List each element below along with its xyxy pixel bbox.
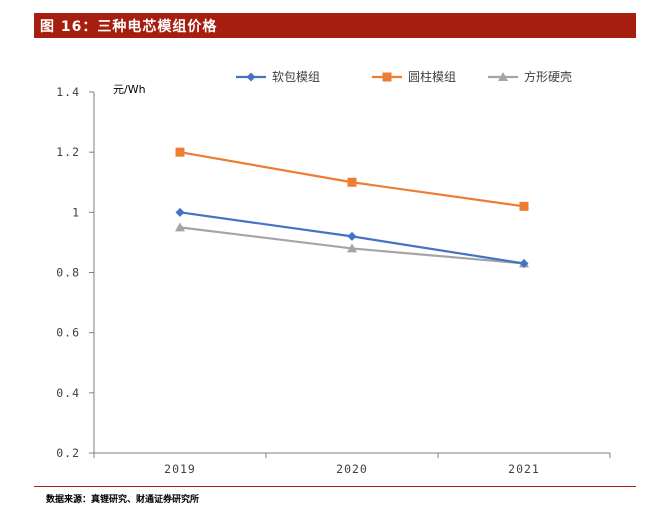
data-point: [175, 222, 185, 232]
y-tick-label: 0.6: [56, 326, 80, 340]
data-point: [519, 258, 529, 268]
figure-title: 图 16：三种电芯模组价格: [40, 19, 218, 35]
legend-label: 软包模组: [272, 70, 320, 84]
y-tick-label: 1.4: [56, 85, 80, 99]
legend-label: 圆柱模组: [408, 69, 456, 84]
figure-title-bar: 图 16：三种电芯模组价格: [34, 13, 636, 38]
data-point: [347, 177, 357, 187]
y-tick-label: 0.4: [56, 386, 80, 400]
source-note: 数据来源：真锂研究、财通证券研究所: [46, 495, 200, 505]
x-tick-label: 2020: [336, 462, 368, 476]
data-point: [347, 231, 357, 241]
legend-marker: [382, 72, 392, 82]
legend-marker: [246, 72, 256, 82]
y-axis-unit-label: 元/Wh: [113, 83, 146, 96]
data-point: [175, 207, 185, 217]
data-point: [175, 147, 185, 157]
x-tick-label: 2021: [508, 462, 540, 476]
y-tick-label: 1: [72, 205, 80, 219]
y-tick-label: 1.2: [56, 145, 80, 159]
legend-marker: [498, 72, 508, 81]
source-divider: [34, 486, 636, 487]
y-tick-label: 0.8: [56, 266, 80, 280]
x-tick-label: 2019: [164, 462, 196, 476]
legend-label: 方形硬壳: [524, 69, 572, 84]
data-point: [519, 201, 529, 211]
y-tick-label: 0.2: [56, 446, 80, 460]
data-point: [347, 243, 357, 253]
